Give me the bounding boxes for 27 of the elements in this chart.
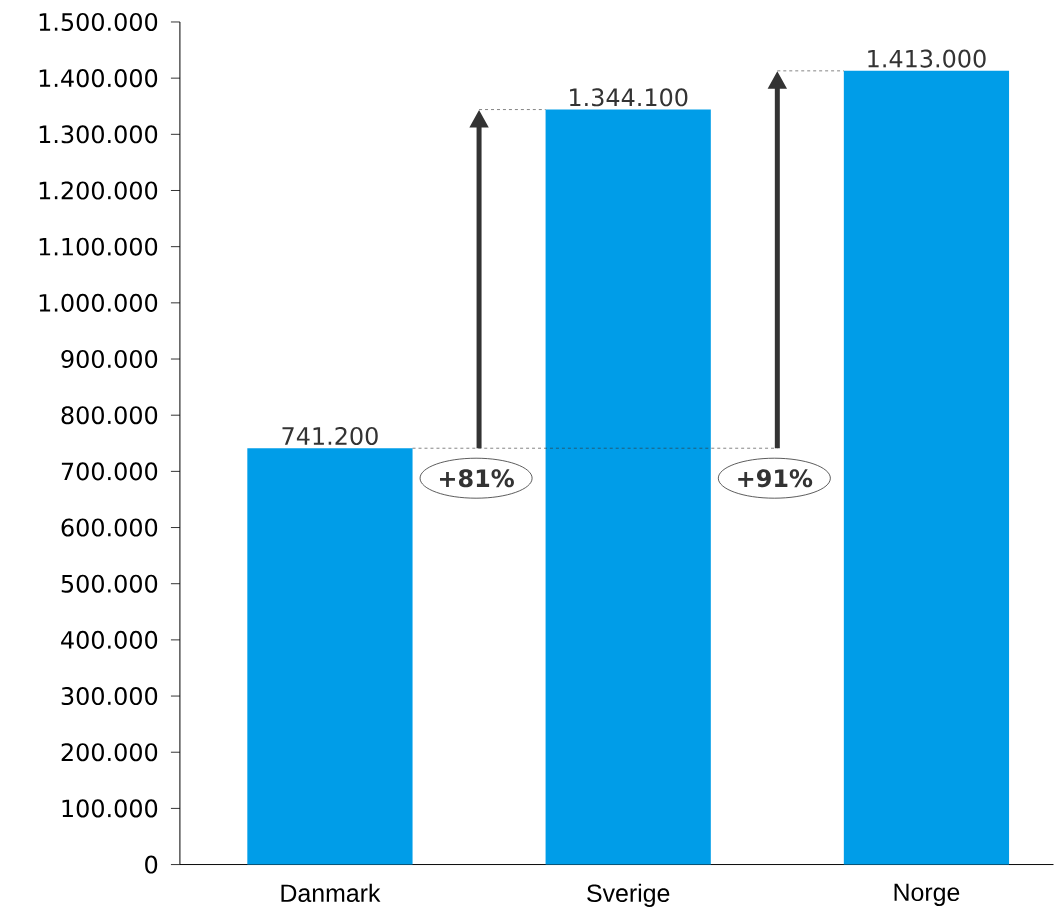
y-tick-label: 200.000 — [61, 743, 158, 762]
y-tick-label: 1.100.000 — [39, 237, 158, 256]
y-tick-label: 100.000 — [62, 799, 158, 818]
x-tick-label: Sverige — [587, 883, 670, 907]
y-tick-label: 300.000 — [61, 687, 158, 706]
annotation: +91% — [738, 469, 813, 488]
bar — [247, 448, 413, 865]
x-tick-label: Norge — [894, 883, 960, 907]
data-label: 1.344.100 — [570, 88, 688, 107]
data-label: 741.200 — [282, 426, 378, 446]
bar — [545, 109, 711, 865]
y-tick-label: 500.000 — [61, 574, 158, 593]
y-tick-label: 1.000.000 — [39, 293, 158, 312]
y-tick-label: 1.400.000 — [39, 69, 158, 88]
data-label: 1.413.000 — [868, 49, 986, 68]
y-tick-label: 1.300.000 — [39, 125, 158, 144]
y-tick-label: 0 — [145, 855, 158, 874]
y-tick-label: 700.000 — [61, 462, 158, 481]
y-tick-label: 1.500.000 — [39, 12, 158, 32]
annotation: +81% — [440, 469, 514, 488]
bar — [843, 70, 1010, 865]
y-tick-label: 1.200.000 — [39, 181, 158, 200]
y-tick-label: 800.000 — [61, 406, 158, 425]
y-tick-label: 900.000 — [61, 350, 158, 369]
x-tick-label: Danmark — [281, 883, 381, 903]
y-tick-label: 600.000 — [61, 518, 158, 537]
y-tick-label: 400.000 — [61, 630, 158, 649]
